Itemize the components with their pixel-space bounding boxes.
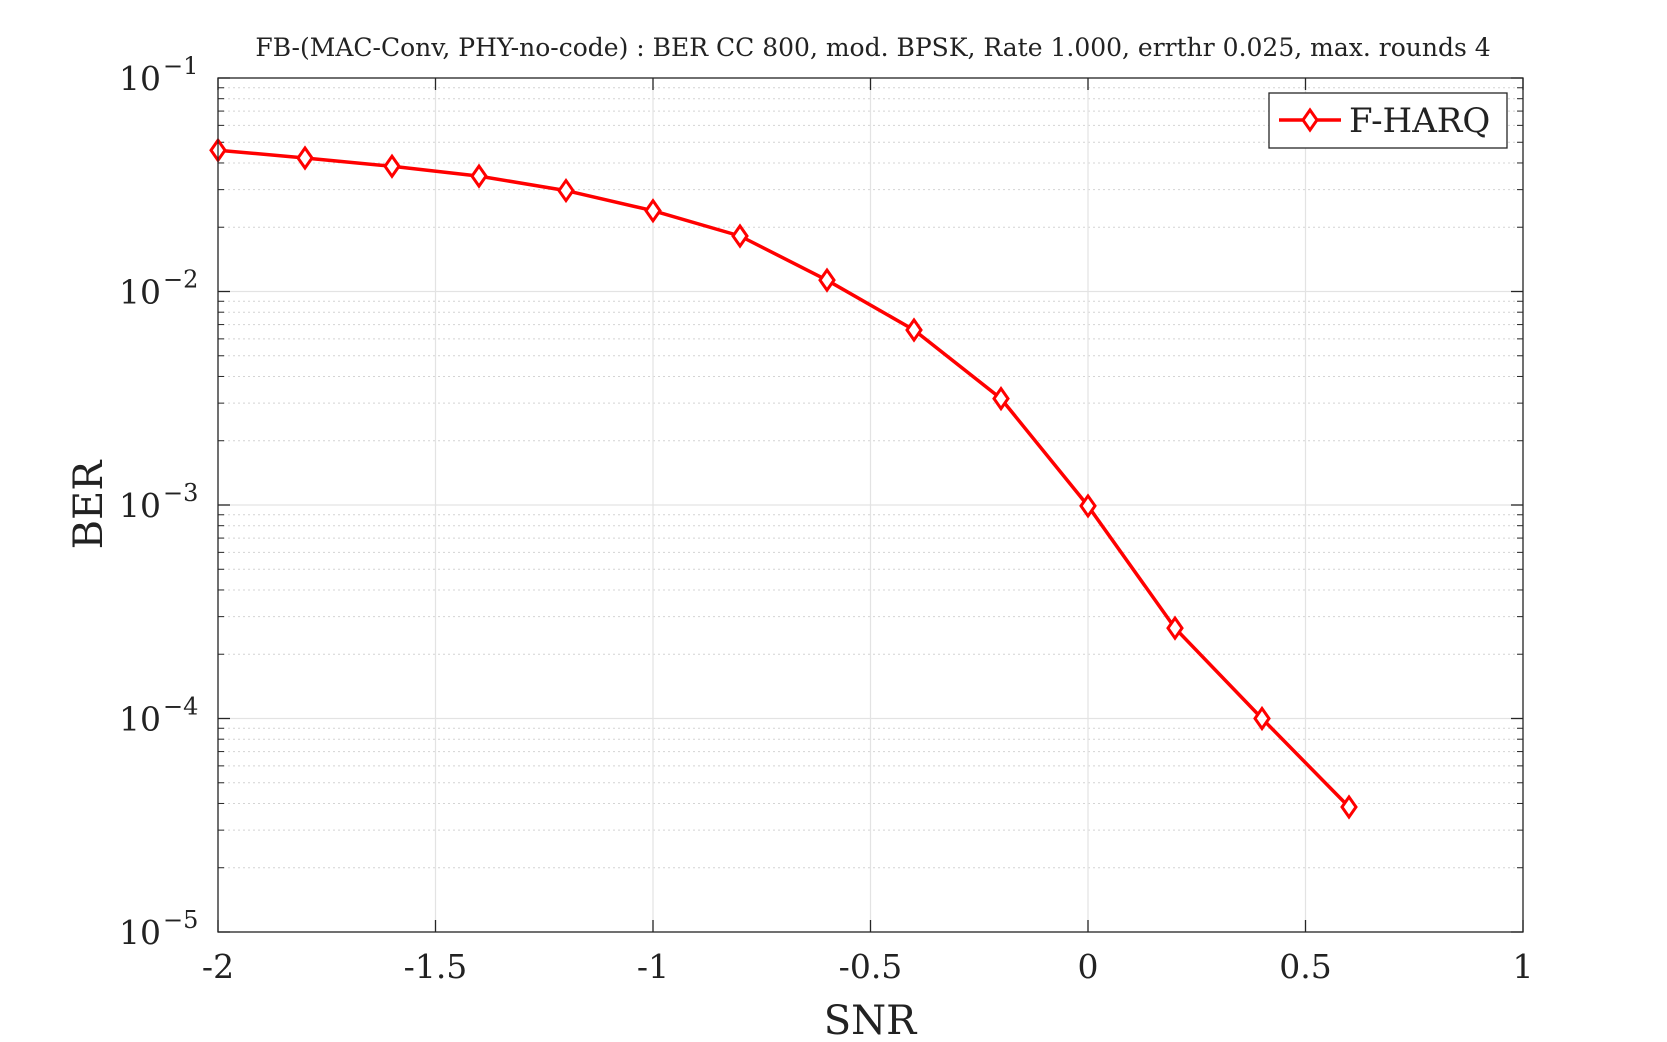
x-tick-labels: -2 -1.5 -1 -0.5 0 0.5 1 xyxy=(202,947,1534,986)
chart-title: FB-(MAC-Conv, PHY-no-code) : BER CC 800,… xyxy=(255,33,1490,62)
data-point-marker xyxy=(1079,493,1097,519)
y-tick-label-base: 10 xyxy=(119,59,161,98)
x-tick-label: -1 xyxy=(637,947,669,986)
plot-frame xyxy=(217,77,1524,933)
y-tick-label: 10 −5 xyxy=(119,906,198,952)
y-tick-label-base: 10 xyxy=(119,486,161,525)
data-point-marker xyxy=(818,267,836,293)
x-tick-label: 0.5 xyxy=(1279,947,1331,986)
y-tick-label: 10 −1 xyxy=(119,52,198,98)
legend: F-HARQ xyxy=(1268,92,1508,149)
y-tick-labels: 10−510−410−310−210−1 xyxy=(119,52,198,952)
y-tick-label-base: 10 xyxy=(119,273,161,312)
y-tick-label-exponent: −2 xyxy=(163,266,198,294)
x-tick-label: -2 xyxy=(202,947,234,986)
series-line xyxy=(217,148,1351,809)
data-series xyxy=(209,137,1358,820)
y-tick-label-base: 10 xyxy=(119,700,161,739)
x-axis-label: SNR xyxy=(824,998,918,1042)
data-point-marker xyxy=(1253,705,1271,732)
y-tick-label-exponent: −5 xyxy=(163,906,198,934)
data-point-marker xyxy=(992,385,1010,412)
y-tick-label: 10 −3 xyxy=(119,479,198,525)
data-point-marker xyxy=(731,223,749,249)
data-point-marker xyxy=(470,163,488,189)
y-tick-label-base: 10 xyxy=(119,913,161,952)
data-point-marker xyxy=(557,177,575,204)
x-tick-label: 1 xyxy=(1513,947,1534,986)
data-point-marker xyxy=(296,145,314,171)
y-axis-label: BER xyxy=(66,459,112,550)
legend-entry-label: F-HARQ xyxy=(1349,101,1490,141)
x-tick-label: -0.5 xyxy=(839,947,903,986)
x-tick-label: -1.5 xyxy=(404,947,468,986)
y-tick-label: 10 −4 xyxy=(119,693,198,739)
data-point-marker xyxy=(1166,615,1184,641)
legend-marker-diamond xyxy=(1301,107,1319,133)
x-tick-label: 0 xyxy=(1078,947,1099,986)
y-tick-label: 10 −2 xyxy=(119,266,198,312)
data-point-marker xyxy=(905,317,923,343)
data-point-marker xyxy=(383,153,401,179)
data-point-marker xyxy=(1340,794,1358,820)
y-tick-label-exponent: −3 xyxy=(163,479,198,507)
y-tick-label-exponent: −1 xyxy=(163,52,198,80)
data-point-marker xyxy=(644,198,662,224)
y-tick-label-exponent: −4 xyxy=(163,693,198,721)
legend-box xyxy=(1268,92,1508,149)
